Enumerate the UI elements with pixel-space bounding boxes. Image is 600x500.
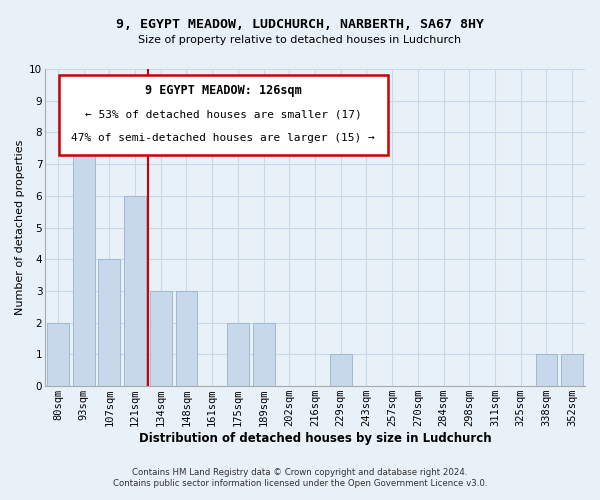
Bar [561,354,583,386]
Text: 47% of semi-detached houses are larger (15) →: 47% of semi-detached houses are larger (… [71,133,375,143]
Bar [176,291,197,386]
Text: 9 EGYPT MEADOW: 126sqm: 9 EGYPT MEADOW: 126sqm [145,84,302,97]
X-axis label: Distribution of detached houses by size in Ludchurch: Distribution of detached houses by size … [139,432,491,445]
Bar [253,322,275,386]
Text: ← 53% of detached houses are smaller (17): ← 53% of detached houses are smaller (17… [85,110,362,120]
Text: Contains HM Land Registry data © Crown copyright and database right 2024.
Contai: Contains HM Land Registry data © Crown c… [113,468,487,487]
Bar [73,132,95,386]
Text: 9, EGYPT MEADOW, LUDCHURCH, NARBERTH, SA67 8HY: 9, EGYPT MEADOW, LUDCHURCH, NARBERTH, SA… [116,18,484,30]
Bar [536,354,557,386]
Text: Size of property relative to detached houses in Ludchurch: Size of property relative to detached ho… [139,35,461,45]
Bar [227,322,249,386]
Y-axis label: Number of detached properties: Number of detached properties [15,140,25,316]
Bar [98,260,120,386]
Bar [330,354,352,386]
Bar [124,196,146,386]
Bar [150,291,172,386]
Bar [47,322,69,386]
FancyBboxPatch shape [59,76,388,154]
